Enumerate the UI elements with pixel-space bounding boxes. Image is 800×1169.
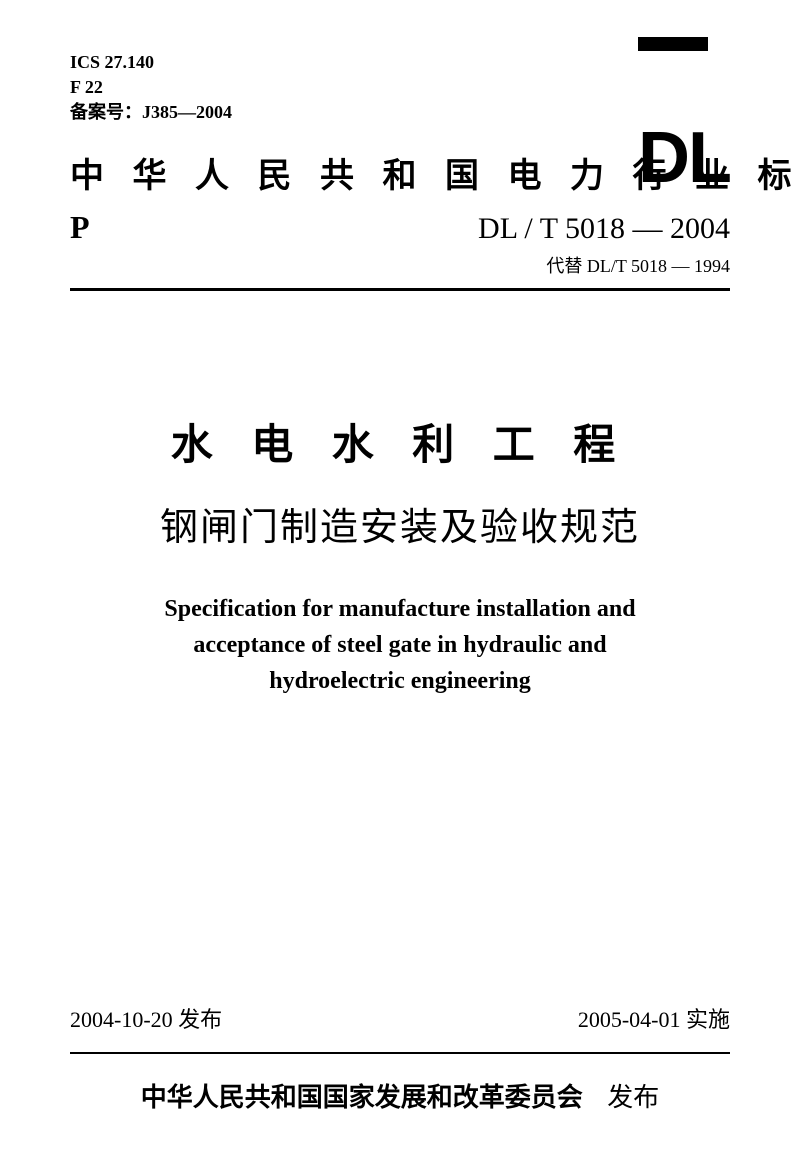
issuer-org: 中华人民共和国国家发展和改革委员会 [141, 1083, 583, 1112]
issuer-line: 中华人民共和国国家发展和改革委员会 发布 [0, 1077, 800, 1114]
title-chinese-line1: 水 电 水 利 工 程 [70, 411, 730, 472]
header-divider [70, 288, 730, 291]
industry-standard-header: 中 华 人 民 共 和 国 电 力 行 业 标 准 [70, 148, 730, 197]
title-en-line2: acceptance of steel gate in hydraulic an… [70, 627, 730, 663]
footer-divider [70, 1052, 730, 1054]
title-english: Specification for manufacture installati… [70, 591, 730, 699]
issuer-action: 发布 [607, 1083, 659, 1112]
dates-row: 2004-10-20 发布 2005-04-01 实施 [70, 1002, 730, 1034]
f-code: F 22 [70, 75, 730, 100]
category-p: P [70, 209, 90, 246]
title-block: 水 电 水 利 工 程 钢闸门制造安装及验收规范 Specification f… [70, 411, 730, 699]
title-chinese-line2: 钢闸门制造安装及验收规范 [70, 496, 730, 551]
replaces-line: 代替 DL/T 5018 — 1994 [70, 252, 730, 278]
title-en-line1: Specification for manufacture installati… [70, 591, 730, 627]
record-number: 备案号：J385—2004 [70, 100, 730, 125]
meta-block: ICS 27.140 F 22 备案号：J385—2004 [70, 50, 730, 126]
standard-number: DL / T 5018 — 2004 [478, 212, 730, 246]
effective-date: 2005-04-01 实施 [578, 1002, 730, 1034]
dl-logo: DL [638, 35, 730, 199]
ics-code: ICS 27.140 [70, 50, 730, 75]
title-en-line3: hydroelectric engineering [70, 663, 730, 699]
standard-number-line: P DL / T 5018 — 2004 [70, 209, 730, 246]
issue-date: 2004-10-20 发布 [70, 1002, 222, 1034]
